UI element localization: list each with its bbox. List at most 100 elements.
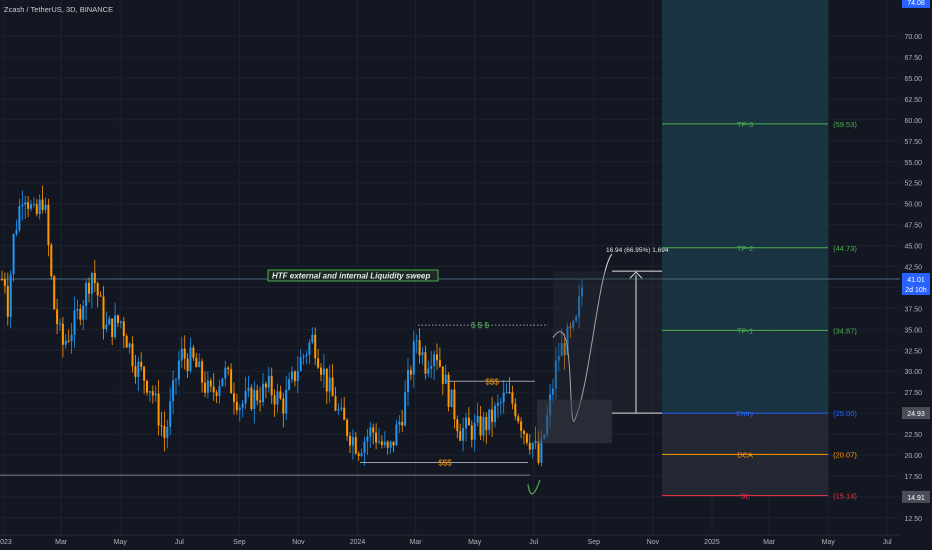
candle — [363, 441, 366, 454]
candle — [424, 352, 427, 374]
x-tick-label: 2023 — [0, 539, 12, 546]
candle — [206, 380, 209, 393]
candle — [438, 360, 441, 367]
candle — [343, 407, 346, 420]
candle — [44, 204, 47, 210]
candle — [218, 386, 221, 396]
price-tag-top: 74.08 — [907, 0, 925, 7]
candle — [59, 323, 61, 325]
x-tick-label: Nov — [647, 539, 660, 546]
candle — [395, 424, 398, 446]
candle — [27, 202, 30, 209]
candle — [433, 354, 436, 366]
candle — [581, 287, 583, 297]
candle — [177, 360, 180, 380]
candle — [105, 324, 108, 329]
candle — [224, 367, 227, 379]
measure-box — [553, 271, 662, 414]
level-label-tp-1: TP-1 — [737, 326, 753, 335]
candle — [157, 393, 160, 426]
candle — [189, 347, 192, 371]
candle — [102, 296, 105, 329]
candle — [311, 334, 314, 343]
candle — [418, 340, 421, 356]
x-tick-label: Jul — [175, 539, 184, 546]
candle — [201, 361, 204, 383]
candle — [502, 392, 505, 403]
y-tick-label: 60.00 — [904, 118, 922, 125]
candle — [427, 368, 430, 374]
candle — [259, 400, 262, 403]
candle — [79, 309, 82, 320]
candle — [108, 318, 111, 325]
candle — [453, 389, 456, 420]
candle — [375, 432, 378, 443]
candle — [346, 419, 349, 437]
candle — [360, 453, 363, 456]
candle — [485, 417, 488, 430]
candle — [273, 395, 276, 405]
candle — [9, 274, 12, 317]
candle — [470, 425, 473, 440]
y-tick-label: 20.00 — [904, 453, 922, 460]
candle — [90, 273, 93, 294]
candle — [325, 368, 328, 392]
candle — [525, 433, 528, 443]
y-tick-label: 42.50 — [904, 264, 922, 271]
x-tick-label: May — [468, 539, 482, 546]
y-tick-label: 37.50 — [904, 306, 922, 313]
candle — [125, 336, 128, 348]
candle — [96, 283, 99, 296]
candle — [279, 391, 282, 399]
candle — [572, 320, 575, 328]
candle — [1, 279, 3, 281]
level-value-entry: (25.00) — [833, 409, 857, 418]
x-tick-label: Sep — [233, 539, 246, 546]
candle — [186, 358, 189, 371]
candle — [488, 409, 491, 430]
candle — [41, 199, 44, 210]
x-tick-label: Mar — [55, 539, 68, 546]
candle — [154, 393, 157, 396]
candle — [117, 315, 119, 323]
level-value-tp-2: (44.73) — [833, 244, 857, 253]
candle — [514, 403, 517, 417]
sweep-label: HTF external and internal Liquidity swee… — [272, 271, 430, 280]
candle — [12, 234, 15, 275]
candle — [64, 340, 67, 345]
level-value-tp-1: (34.87) — [833, 326, 857, 335]
candle — [467, 417, 470, 426]
candle — [441, 366, 444, 384]
liquidity-mid-label: $$$ — [485, 377, 499, 386]
candle — [53, 276, 56, 310]
candle — [256, 390, 259, 401]
y-tick-label: 45.00 — [904, 244, 922, 251]
candle — [204, 382, 206, 393]
candle — [131, 343, 134, 367]
x-tick-label: Jul — [529, 539, 538, 546]
candle — [291, 371, 293, 380]
candle — [479, 416, 482, 436]
candle — [235, 401, 238, 411]
candle — [267, 375, 270, 388]
candle — [212, 386, 215, 393]
candle — [386, 441, 389, 448]
candle — [578, 296, 581, 317]
candle — [15, 229, 18, 235]
candle — [378, 441, 380, 443]
candle — [56, 309, 59, 325]
candle — [401, 421, 404, 426]
y-tick-label: 70.00 — [904, 34, 922, 41]
level-value-tp-3: (59.53) — [833, 120, 857, 129]
candle — [119, 321, 122, 323]
candle — [73, 310, 76, 335]
candles — [1, 185, 583, 467]
sweep-label-box — [267, 269, 439, 282]
candle — [517, 416, 520, 422]
candle — [134, 366, 137, 377]
symbol-title: Zcash / TetherUS, 3D, BINANCE — [4, 5, 114, 14]
candle — [93, 273, 96, 284]
candle — [392, 441, 395, 446]
level-label-tp-3: TP-3 — [737, 120, 753, 129]
